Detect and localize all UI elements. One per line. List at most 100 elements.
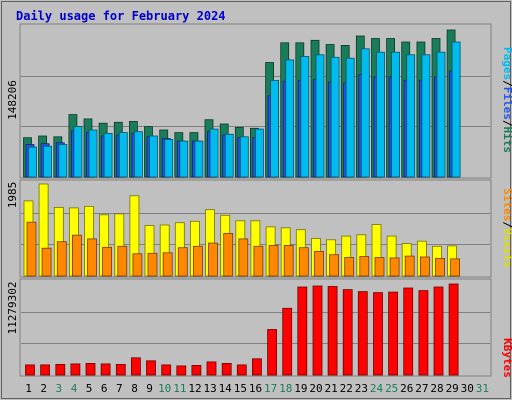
hits-bar-pages-day-12 [194,140,204,178]
day-label-8: 8 [131,382,138,395]
day-label-24: 24 [370,382,384,395]
hits-bar-pages-day-13 [209,128,219,178]
hits-bar-pages-day-6 [103,132,113,178]
kbytes-bar-kbytes-day-25 [388,291,399,376]
kbytes-bar-kbytes-day-29 [448,283,459,376]
day-label-2: 2 [40,382,47,395]
day-label-30: 30 [461,382,474,395]
visits-bar-sites-day-27 [419,256,430,277]
kbytes-bar-kbytes-day-2 [40,364,50,376]
hits-bar-pages-day-7 [118,132,128,178]
hits-bar-pages-day-9 [149,135,158,178]
visits-bars [23,183,461,277]
day-label-25: 25 [385,382,398,395]
visits-bar-sites-day-18 [283,244,294,277]
visits-bar-sites-day-20 [314,250,324,277]
visits-axis-legend: Sites/Visits [501,188,512,268]
visits-bar-sites-day-23 [359,256,370,277]
hits-bar-pages-day-16 [254,128,264,178]
legend-files: Files [501,87,512,120]
kbytes-bar-kbytes-day-24 [373,292,383,376]
visits-bar-sites-day-14 [223,232,234,277]
kbytes-bar-kbytes-day-12 [191,364,202,376]
hits-bar-pages-day-5 [88,129,98,178]
kbytes-bar-kbytes-day-27 [418,290,429,376]
hits-bar-pages-day-18 [285,59,295,178]
visits-bar-sites-day-4 [72,234,82,277]
day-label-18: 18 [279,382,292,395]
hits-bar-pages-day-10 [164,138,174,178]
day-label-31: 31 [476,382,489,395]
day-label-17: 17 [264,382,277,395]
kbytes-bar-kbytes-day-17 [267,329,278,376]
kbytes-bar-kbytes-day-28 [433,286,444,376]
day-label-13: 13 [203,382,216,395]
day-label-19: 19 [294,382,307,395]
hits-bar-pages-day-17 [270,80,280,178]
legend-sep-2: / [501,120,512,127]
day-label-7: 7 [116,382,123,395]
day-label-3: 3 [55,382,62,395]
day-label-5: 5 [86,382,93,395]
kbytes-max-label: 11279302 [6,282,19,335]
hits-bar-pages-day-29 [451,41,461,178]
day-label-11: 11 [173,382,186,395]
visits-bar-sites-day-29 [450,258,461,277]
hits-bar-pages-day-4 [73,126,83,178]
hits-bar-pages-day-25 [391,51,401,178]
hits-bars [23,29,461,178]
visits-bar-sites-day-21 [329,254,340,277]
visits-bar-sites-day-16 [253,245,264,277]
kbytes-bar-kbytes-day-9 [146,360,156,376]
hits-bar-pages-day-20 [315,54,325,178]
day-label-22: 22 [340,382,353,395]
hits-bar-pages-day-21 [330,56,340,178]
day-label-20: 20 [309,382,322,395]
day-label-14: 14 [219,382,233,395]
visits-bar-sites-day-22 [344,257,355,277]
day-label-6: 6 [101,382,108,395]
kbytes-bar-kbytes-day-6 [100,363,111,376]
visits-bar-sites-day-7 [117,245,128,277]
kbytes-axis-legend: KBytes [501,338,512,378]
kbytes-bar-kbytes-day-15 [236,364,247,376]
hits-bar-pages-day-2 [43,145,52,178]
day-label-16: 16 [249,382,262,395]
kbytes-bar-kbytes-day-5 [85,362,96,376]
visits-bar-sites-day-12 [192,245,203,277]
hits-max-label: 148206 [6,80,19,120]
day-label-29: 29 [446,382,459,395]
hits-bar-pages-day-24 [376,51,385,178]
day-label-12: 12 [188,382,201,395]
visits-bar-sites-day-10 [162,252,173,277]
visits-bar-sites-day-11 [177,247,188,277]
day-label-15: 15 [234,382,247,395]
day-label-26: 26 [400,382,413,395]
hits-bar-pages-day-1 [28,146,37,178]
kbytes-bar-kbytes-day-13 [206,361,217,376]
day-label-4: 4 [71,382,78,395]
hits-bar-pages-day-27 [421,54,431,178]
visits-bar-sites-day-24 [374,257,385,277]
visits-bar-sites-day-19 [298,247,309,277]
hits-bar-pages-day-19 [300,56,310,178]
kbytes-bar-kbytes-day-3 [55,363,66,376]
kbytes-bar-kbytes-day-1 [25,364,35,376]
kbytes-bar-kbytes-day-10 [161,364,172,376]
kbytes-bar-kbytes-day-26 [403,287,414,376]
kbytes-bar-kbytes-day-21 [327,286,338,376]
kbytes-bar-kbytes-day-11 [176,365,187,376]
visits-panel: 1985 Sites/Visits [6,179,512,278]
kbytes-bars [25,283,459,376]
hits-bar-pages-day-8 [133,131,143,178]
kbytes-bar-kbytes-day-18 [282,307,293,376]
visits-bar-sites-day-13 [208,242,218,277]
legend-sep-3: / [501,221,512,228]
day-label-1: 1 [25,382,32,395]
hits-axis-legend: Pages/Files/Hits [501,47,512,153]
legend-pages: Pages [501,47,512,80]
visits-bar-sites-day-8 [132,253,143,277]
visits-bar-sites-day-6 [102,246,112,277]
